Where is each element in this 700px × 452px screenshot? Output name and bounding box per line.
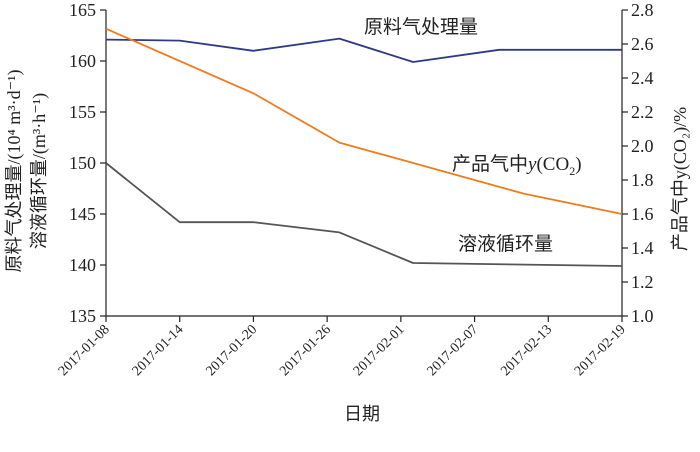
left-tick-label: 135 — [69, 306, 96, 326]
label-feed-gas: 原料气处理量 — [364, 16, 478, 38]
right-tick-label: 2.2 — [631, 102, 654, 122]
x-tick-label: 2017-02-13 — [498, 322, 555, 379]
x-tick-label: 2017-01-14 — [130, 322, 187, 379]
x-tick-label: 2017-01-26 — [277, 322, 334, 379]
left-tick-label: 145 — [69, 204, 96, 224]
series-layer — [105, 27, 623, 267]
left-tick-label: 140 — [69, 255, 96, 275]
x-axis-title: 日期 — [344, 404, 380, 425]
right-axis-title: 产品气中y(CO₂)/% — [670, 107, 691, 251]
left-axis-title-1: 原料气处理量/(10⁴ m³·d⁻¹) — [4, 69, 25, 272]
right-tick-label: 2.0 — [631, 136, 654, 156]
x-tick-label: 2017-01-20 — [203, 322, 260, 379]
right-tick-label: 2.6 — [631, 34, 654, 54]
axes: 135 140 145 150 155 160 165 1.0 1.2 1.4 1.6 1.8 2.0 2… — [4, 0, 691, 425]
left-axis-title-2: 溶液循环量/(m³·h⁻¹) — [29, 93, 50, 249]
series-line-3 — [105, 162, 623, 267]
x-tick-label: 2017-02-19 — [572, 322, 629, 379]
left-tick-label: 150 — [69, 153, 96, 173]
left-tick-label: 160 — [69, 51, 96, 71]
label-solution-circulation: 溶液循环量 — [458, 233, 553, 255]
x-tick-label: 2017-02-01 — [351, 322, 408, 379]
right-tick-label: 1.4 — [631, 238, 654, 258]
label-co2: 产品气中y(CO2) — [452, 153, 582, 178]
right-tick-label: 2.8 — [631, 0, 654, 20]
right-tick-label: 1.8 — [631, 170, 654, 190]
series-line-1 — [105, 37, 622, 63]
left-tick-label: 165 — [69, 0, 96, 20]
right-tick-label: 1.6 — [631, 204, 654, 224]
right-tick-label: 1.0 — [631, 306, 654, 326]
x-tick-label: 2017-02-07 — [425, 322, 482, 379]
right-tick-label: 1.2 — [631, 272, 654, 292]
series-line-2 — [105, 27, 623, 215]
left-tick-label: 155 — [69, 102, 96, 122]
x-tick-label: 2017-01-08 — [56, 322, 113, 379]
right-tick-label: 2.4 — [631, 68, 654, 88]
